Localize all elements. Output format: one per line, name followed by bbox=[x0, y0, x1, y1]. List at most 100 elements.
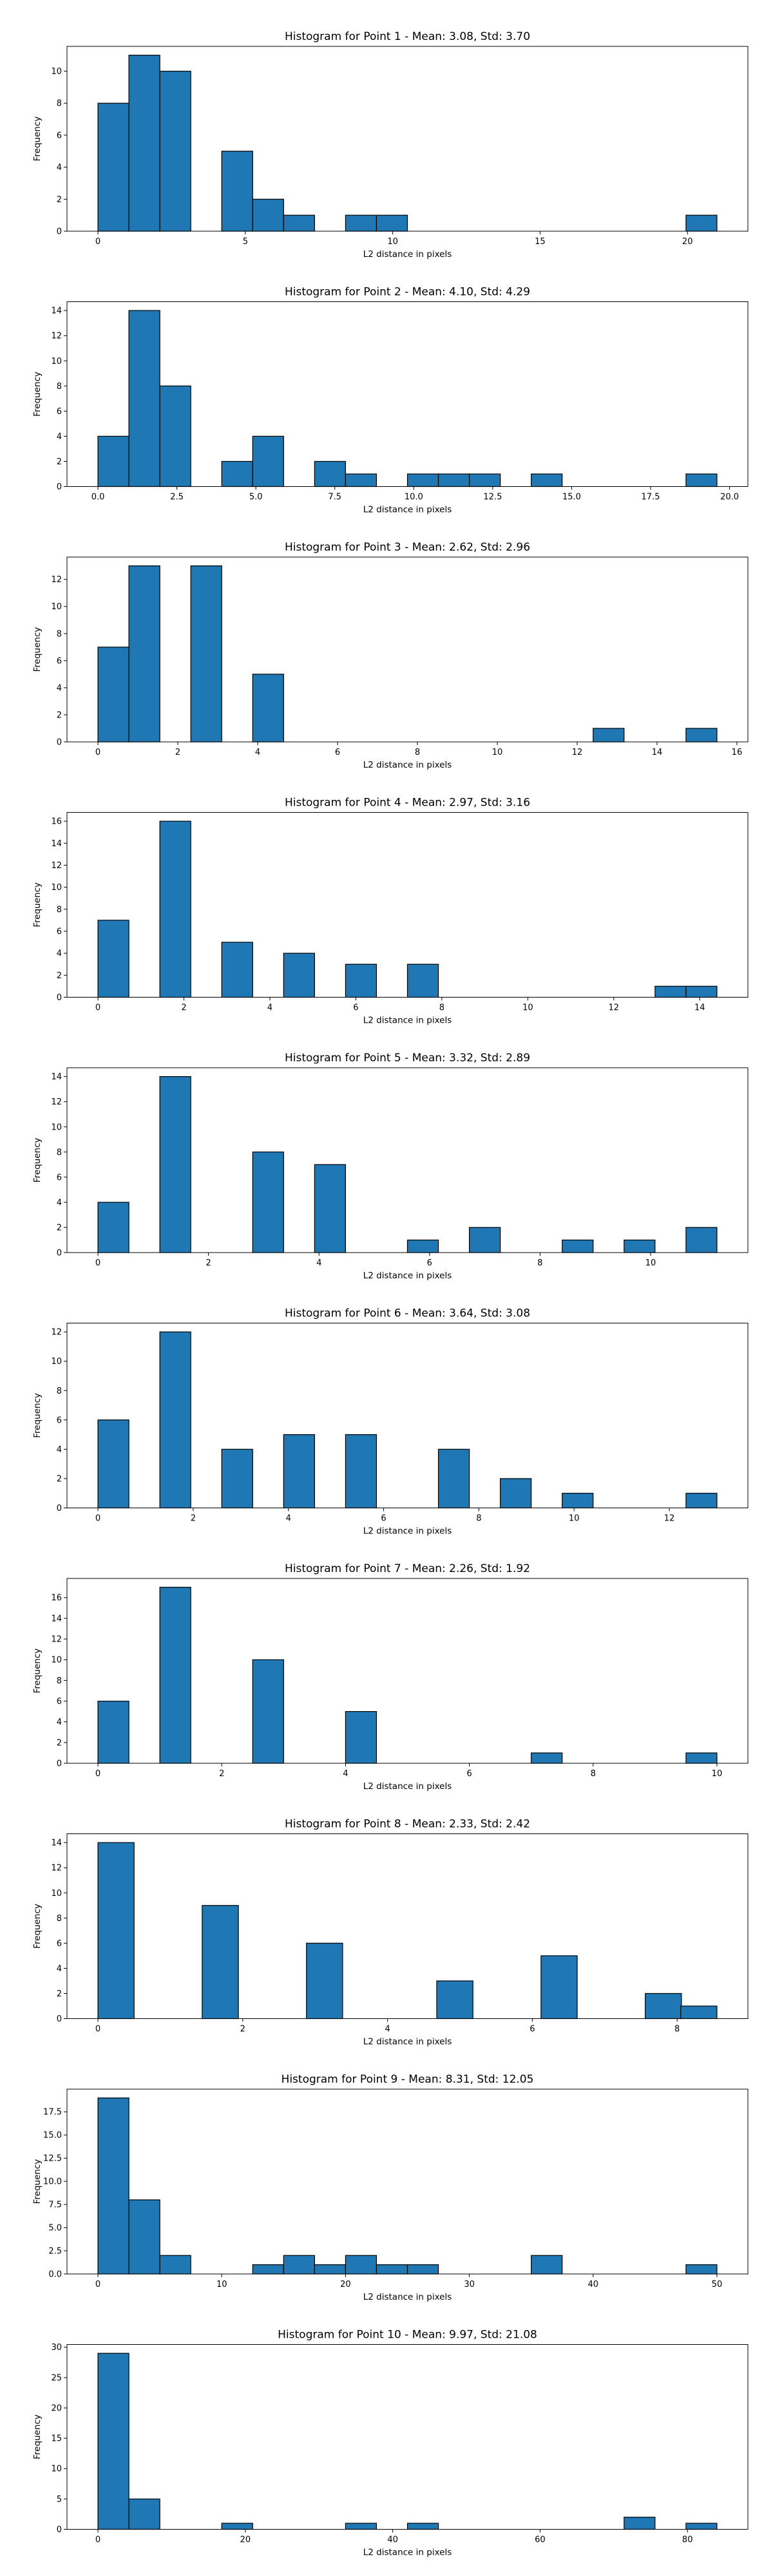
x-tick-label: 20 bbox=[240, 2535, 251, 2545]
y-tick-label: 12 bbox=[51, 1328, 62, 1338]
x-tick-label: 2 bbox=[205, 1258, 211, 1268]
axes-frame bbox=[66, 46, 749, 232]
x-axis-label: L2 distance in pixels bbox=[363, 1781, 452, 1792]
y-axis-label: Frequency bbox=[32, 1904, 43, 1949]
y-tick-label: 12 bbox=[51, 575, 62, 585]
x-tick-label: 0 bbox=[95, 1514, 100, 1524]
x-tick-label: 8 bbox=[439, 1003, 444, 1013]
y-tick-label: 0 bbox=[57, 2014, 62, 2024]
histogram-bar bbox=[159, 385, 191, 488]
x-tick-label: 10 bbox=[492, 748, 503, 757]
histogram-bar bbox=[593, 728, 625, 743]
x-tick-label: 12 bbox=[609, 1003, 620, 1013]
histogram-bar bbox=[159, 2255, 191, 2275]
histogram-bar bbox=[97, 1202, 129, 1253]
histogram-bar bbox=[97, 435, 129, 488]
y-tick-label: 0 bbox=[57, 482, 62, 492]
chart-title: Histogram for Point 4 - Mean: 2.97, Std:… bbox=[285, 797, 530, 810]
y-tick-label: 2 bbox=[57, 1223, 62, 1233]
x-tick-label: 16 bbox=[732, 748, 743, 757]
histogram-bar bbox=[685, 985, 718, 998]
histogram-bar bbox=[685, 473, 718, 488]
histogram-panel-5: Histogram for Point 5 - Mean: 3.32, Std:… bbox=[32, 1052, 749, 1281]
chart-title: Histogram for Point 1 - Mean: 3.08, Std:… bbox=[285, 30, 530, 43]
histogram-bar bbox=[624, 2517, 656, 2530]
histogram-bar bbox=[221, 151, 253, 232]
histogram-bar bbox=[252, 2264, 284, 2275]
histogram-bar bbox=[128, 565, 160, 743]
chart-title: Histogram for Point 8 - Mean: 2.33, Std:… bbox=[285, 1818, 530, 1831]
chart-title: Histogram for Point 3 - Mean: 2.62, Std:… bbox=[285, 541, 530, 554]
histogram-bar bbox=[314, 460, 347, 488]
chart-title: Histogram for Point 7 - Mean: 2.26, Std:… bbox=[285, 1562, 530, 1575]
axes-frame bbox=[66, 2344, 749, 2530]
histogram-bar bbox=[252, 1151, 284, 1253]
x-tick-label: 6 bbox=[427, 1258, 432, 1268]
y-tick-label: 2 bbox=[57, 971, 62, 981]
y-tick-label: 2 bbox=[57, 1738, 62, 1748]
axes-frame bbox=[66, 812, 749, 998]
y-tick-label: 8 bbox=[57, 382, 62, 392]
y-tick-label: 10 bbox=[51, 1122, 62, 1132]
histogram-bar bbox=[406, 2264, 439, 2275]
x-tick-label: 6 bbox=[335, 748, 340, 757]
x-tick-label: 2 bbox=[240, 2025, 245, 2034]
x-tick-label: 80 bbox=[682, 2535, 693, 2545]
x-tick-label: 4 bbox=[385, 2025, 390, 2034]
x-tick-label: 0 bbox=[95, 2280, 100, 2289]
histogram-panel-8: Histogram for Point 8 - Mean: 2.33, Std:… bbox=[32, 1818, 749, 2047]
histogram-bar bbox=[345, 473, 377, 488]
y-tick-label: 15.0 bbox=[43, 2131, 62, 2141]
histogram-bar bbox=[314, 1164, 347, 1253]
x-tick-label: 14 bbox=[694, 1003, 705, 1013]
chart-title: Histogram for Point 6 - Mean: 3.64, Std:… bbox=[285, 1307, 530, 1320]
histogram-panel-10: Histogram for Point 10 - Mean: 9.97, Std… bbox=[32, 2329, 749, 2558]
y-tick-label: 6 bbox=[57, 1939, 62, 1949]
y-tick-label: 0 bbox=[57, 2525, 62, 2535]
x-axis-label: L2 distance in pixels bbox=[363, 1526, 452, 1537]
y-tick-label: 4 bbox=[57, 949, 62, 959]
x-tick-label: 30 bbox=[464, 2280, 475, 2289]
x-tick-label: 10 bbox=[522, 1003, 533, 1013]
histogram-panel-7: Histogram for Point 7 - Mean: 2.26, Std:… bbox=[32, 1562, 749, 1792]
histogram-bar bbox=[252, 674, 284, 743]
histogram-bar bbox=[221, 942, 253, 998]
y-axis-label: Frequency bbox=[32, 2414, 43, 2459]
histogram-bar bbox=[159, 1587, 191, 1764]
y-tick-label: 14 bbox=[51, 307, 62, 316]
x-tick-label: 6 bbox=[466, 1769, 472, 1779]
y-tick-label: 7.5 bbox=[48, 2201, 62, 2210]
histogram-bar bbox=[345, 214, 377, 232]
x-tick-label: 2 bbox=[191, 1514, 196, 1524]
x-tick-label: 6 bbox=[381, 1514, 386, 1524]
y-tick-label: 10 bbox=[51, 1357, 62, 1367]
histogram-bar bbox=[345, 2255, 377, 2275]
x-tick-label: 12.5 bbox=[483, 493, 502, 502]
y-axis-label: Frequency bbox=[32, 372, 43, 417]
y-tick-label: 10 bbox=[51, 883, 62, 893]
y-axis-label: Frequency bbox=[32, 117, 43, 162]
y-tick-label: 6 bbox=[57, 656, 62, 666]
x-tick-label: 10 bbox=[645, 1258, 656, 1268]
histogram-bar bbox=[128, 2199, 160, 2275]
x-tick-label: 40 bbox=[387, 2535, 398, 2545]
y-tick-label: 25 bbox=[51, 2373, 62, 2383]
chart-title: Histogram for Point 2 - Mean: 4.10, Std:… bbox=[285, 286, 530, 299]
y-tick-label: 8 bbox=[57, 905, 62, 914]
x-tick-label: 4 bbox=[255, 748, 260, 757]
histogram-bar bbox=[314, 2264, 347, 2275]
histogram-bar bbox=[468, 473, 501, 488]
axes-frame bbox=[66, 1833, 749, 2019]
axes-frame bbox=[66, 1578, 749, 1764]
x-tick-label: 4 bbox=[316, 1258, 321, 1268]
y-tick-label: 5.0 bbox=[48, 2224, 62, 2233]
x-axis-label: L2 distance in pixels bbox=[363, 2548, 452, 2558]
axes-frame bbox=[66, 1067, 749, 1253]
x-tick-label: 17.5 bbox=[642, 493, 660, 502]
x-tick-label: 8 bbox=[537, 1258, 542, 1268]
y-tick-label: 4 bbox=[57, 432, 62, 442]
y-tick-label: 14 bbox=[51, 839, 62, 849]
y-tick-label: 6 bbox=[57, 131, 62, 140]
x-tick-label: 40 bbox=[587, 2280, 598, 2289]
